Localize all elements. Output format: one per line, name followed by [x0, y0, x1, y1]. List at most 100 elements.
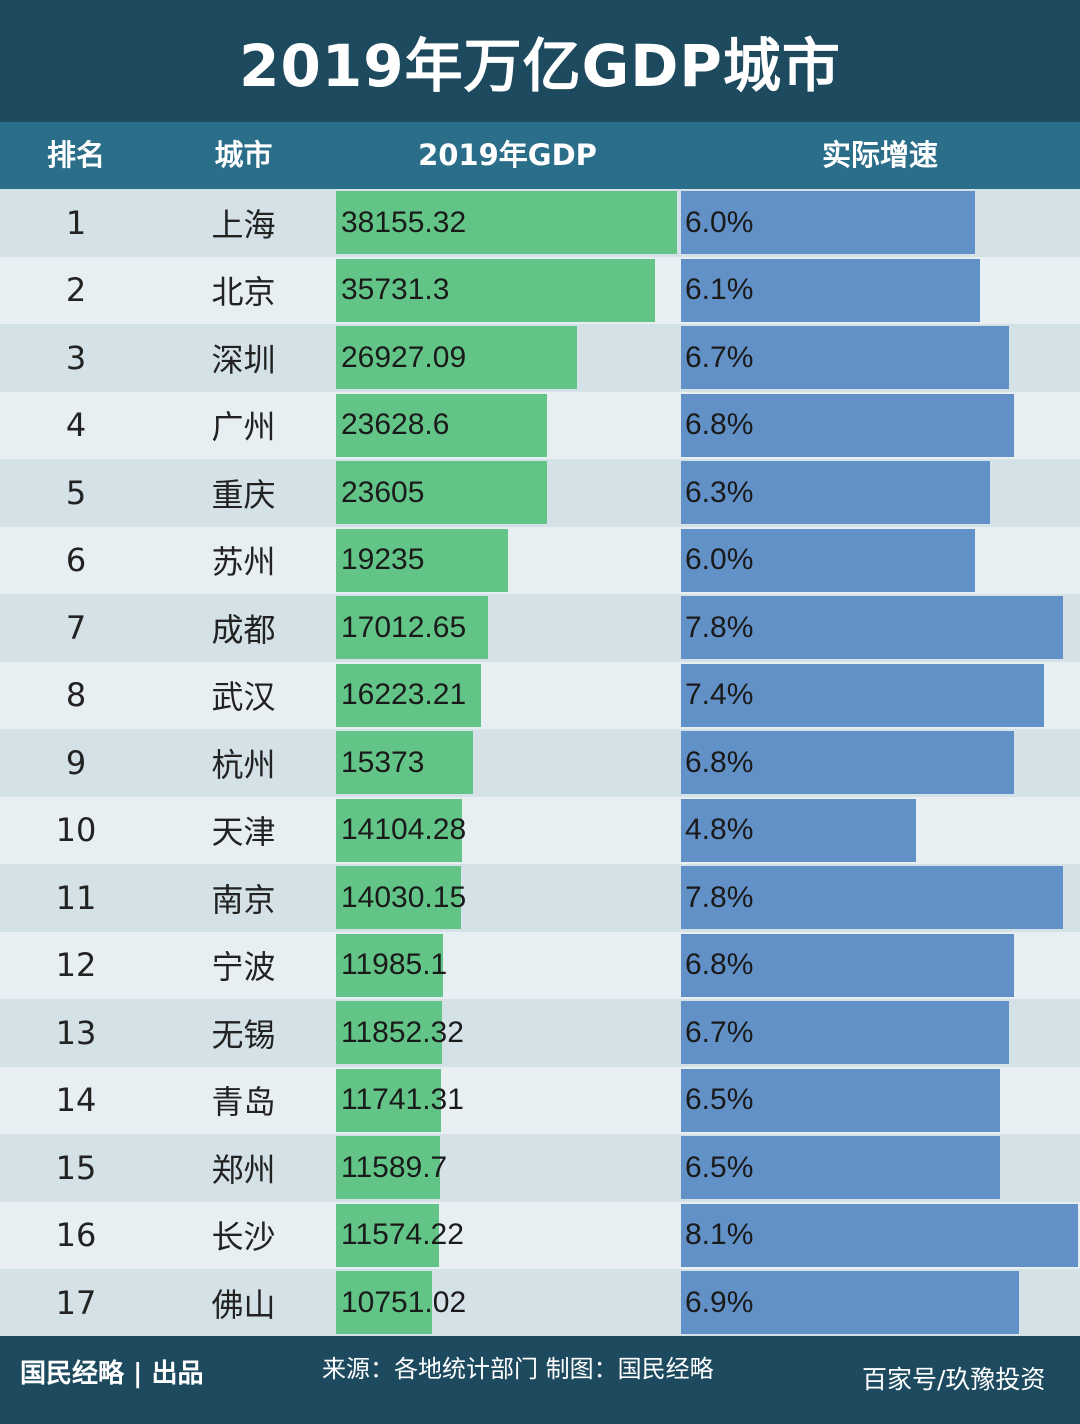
rank-cell: 2: [65, 271, 87, 310]
growth-value-label: 6.5%: [685, 1083, 754, 1117]
rank-cell: 17: [55, 1283, 97, 1322]
growth-value-label: 6.5%: [685, 1150, 754, 1184]
footer-brand: 国民经略 | 出品: [20, 1359, 204, 1389]
gdp-value-label: 38155.32: [341, 205, 467, 239]
rank-cell: 6: [65, 541, 87, 580]
table-row: 8 武汉 16223.21 7.4%: [0, 661, 1080, 729]
footer-corner-watermark: 百家号/玖豫投资: [862, 1365, 1046, 1394]
growth-value-label: 7.8%: [685, 880, 754, 914]
table-row: 9 杭州 15373 6.8%: [0, 729, 1080, 797]
growth-bar: [681, 258, 980, 322]
rank-cell: 5: [65, 473, 87, 512]
city-cell: 宁波: [211, 948, 276, 987]
gdp-value-label: 15373: [341, 745, 425, 779]
table-row: 2 北京 35731.3 6.1%: [0, 256, 1080, 324]
growth-value-label: 6.3%: [685, 475, 754, 509]
city-cell: 南京: [211, 880, 276, 919]
rank-cell: 7: [65, 608, 87, 647]
growth-bar: [681, 326, 1010, 389]
rank-cell: 16: [55, 1216, 97, 1255]
footer-source: 来源：各地统计部门 制图：国民经略: [322, 1355, 714, 1383]
gdp-value-label: 23628.6: [341, 408, 450, 442]
city-cell: 杭州: [211, 745, 276, 784]
gdp-bar: [336, 596, 489, 659]
city-cell: 成都: [211, 610, 276, 649]
city-cell: 苏州: [211, 543, 276, 582]
table-row: 15 郑州 11589.7 6.5%: [0, 1134, 1080, 1202]
header-rank: 排名: [46, 138, 105, 172]
growth-value-label: 7.4%: [685, 678, 754, 712]
rank-cell: 12: [55, 946, 97, 985]
gdp-value-label: 23605: [341, 475, 425, 509]
rank-cell: 4: [65, 406, 87, 445]
growth-value-label: 6.1%: [685, 273, 754, 307]
city-cell: 无锡: [211, 1015, 276, 1054]
gdp-bar: [336, 1136, 440, 1199]
gdp-bar: [336, 393, 548, 457]
growth-value-label: 6.0%: [685, 205, 754, 239]
rank-cell: 9: [65, 743, 87, 782]
city-cell: 广州: [211, 408, 276, 447]
table-row: 14 青岛 11741.31 6.5%: [0, 1066, 1080, 1134]
city-cell: 武汉: [211, 678, 276, 717]
gdp-value-label: 11589.7: [341, 1150, 448, 1184]
gdp-bar: [336, 258, 656, 322]
rank-cell: 1: [65, 203, 87, 242]
gdp-value-label: 16223.21: [341, 678, 467, 712]
table-header: 排名 城市 2019年GDP 实际增速: [0, 122, 1080, 189]
header-growth: 实际增速: [821, 138, 938, 172]
rank-cell: 14: [55, 1081, 97, 1120]
growth-bar: [681, 1271, 1020, 1334]
growth-value-label: 7.8%: [685, 610, 754, 644]
gdp-bar: [336, 731, 474, 794]
gdp-value-label: 14030.15: [341, 880, 467, 914]
growth-value-label: 6.8%: [685, 948, 754, 982]
growth-bar: [681, 191, 976, 254]
growth-bar: [681, 866, 1064, 929]
city-cell: 重庆: [211, 475, 276, 514]
growth-bar: [681, 1068, 1000, 1132]
gdp-value-label: 11574.22: [341, 1218, 464, 1252]
gdp-value-label: 35731.3: [341, 273, 450, 307]
growth-bar: [681, 528, 976, 592]
city-cell: 深圳: [211, 340, 276, 379]
table-row: 10 天津 14104.28 4.8%: [0, 796, 1080, 864]
growth-value-label: 6.8%: [685, 408, 754, 442]
growth-value-label: 8.1%: [685, 1218, 754, 1252]
growth-value-label: 6.7%: [685, 340, 754, 374]
gdp-bar: [336, 461, 547, 524]
city-cell: 长沙: [211, 1218, 276, 1257]
rank-cell: 3: [65, 338, 87, 377]
growth-bar: [681, 798, 917, 862]
gdp-bar: [336, 1068, 441, 1132]
rank-cell: 10: [55, 811, 97, 850]
header-gdp: 2019年GDP: [418, 138, 597, 172]
gdp-bar: [336, 933, 444, 997]
rank-cell: 8: [65, 676, 87, 715]
growth-bar: [681, 596, 1064, 659]
city-cell: 上海: [211, 205, 276, 244]
table-row: 1 上海 38155.32 6.0%: [0, 189, 1080, 257]
table-body: 1 上海 38155.32 6.0% 2 北京 35731.3 6.1% 3 深圳 26927.09…: [0, 189, 1080, 1337]
header-city: 城市: [214, 138, 273, 172]
table-row: 7 成都 17012.65 7.8%: [0, 594, 1080, 662]
growth-bar: [681, 1136, 1000, 1199]
growth-value-label: 6.9%: [685, 1285, 754, 1319]
growth-bar: [681, 663, 1044, 727]
growth-bar: [681, 933, 1015, 997]
growth-bar: [681, 1001, 1010, 1064]
gdp-value-label: 14104.28: [341, 813, 467, 847]
table-row: 13 无锡 11852.32 6.7%: [0, 999, 1080, 1067]
gdp-value-label: 11985.1: [341, 948, 448, 982]
city-cell: 天津: [211, 813, 276, 852]
rank-cell: 13: [55, 1013, 97, 1052]
growth-value-label: 6.0%: [685, 543, 754, 577]
gdp-value-label: 11741.31: [341, 1083, 464, 1117]
gdp-value-label: 10751.02: [341, 1285, 467, 1319]
gdp-value-label: 17012.65: [341, 610, 467, 644]
gdp-bar: [336, 191, 677, 254]
rank-cell: 15: [55, 1148, 97, 1187]
table-row: 17 佛山 10751.02 6.9%: [0, 1269, 1080, 1337]
gdp-bar: [336, 663, 481, 727]
